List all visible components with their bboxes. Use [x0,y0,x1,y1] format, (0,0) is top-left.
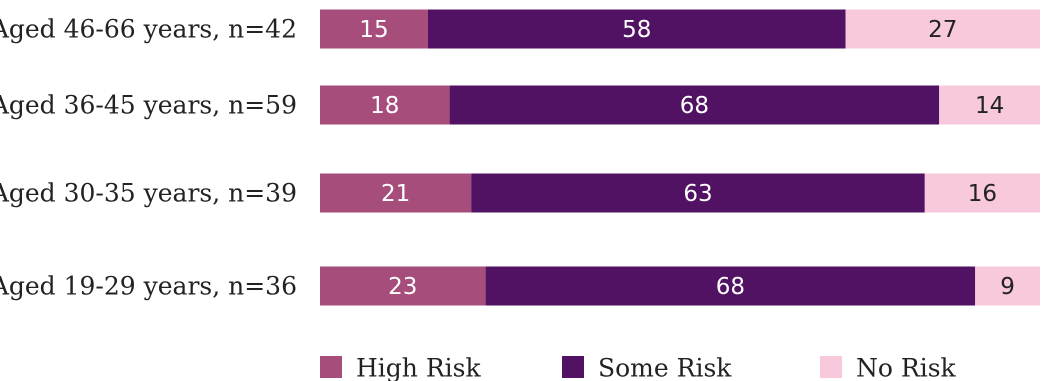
bar-segment-no-risk [975,266,1040,306]
data-label: 27 [928,17,957,43]
bar-row: Aged 19-29 years, n=36 23 68 9 [0,266,1040,306]
legend: High Risk Some Risk No Risk [320,354,957,381]
bar-segment-high-risk [320,173,472,213]
bar-segment-some-risk [471,173,925,213]
data-label: 14 [975,93,1004,119]
data-label: 58 [622,17,651,43]
data-label: 9 [1000,274,1015,300]
legend-swatch [320,356,342,378]
data-label: 63 [683,181,712,207]
bar-segment-high-risk [320,266,486,306]
legend-item: High Risk [320,354,481,381]
bar-row: Aged 46-66 years, n=42 15 58 27 [0,9,1040,49]
bar-row: Aged 30-35 years, n=39 21 63 16 [0,173,1040,213]
category-label: Aged 19-29 years, n=36 [0,272,297,301]
bar-segment-some-risk [428,9,846,49]
legend-label: Some Risk [598,354,732,381]
bar-segment-no-risk [939,85,1040,125]
bar-segment-no-risk [845,9,1040,49]
data-label: 16 [968,181,997,207]
data-label: 68 [680,93,709,119]
bar-segment-high-risk [320,85,450,125]
bar-row: Aged 36-45 years, n=59 18 68 14 [0,85,1040,125]
legend-label: High Risk [356,354,481,381]
data-label: 15 [359,17,388,43]
data-label: 68 [716,274,745,300]
bar-segment-some-risk [449,85,940,125]
data-label: 18 [370,93,399,119]
data-label: 21 [381,181,410,207]
bar-segment-high-risk [320,9,428,49]
legend-item: Some Risk [562,354,732,381]
bar-segment-some-risk [485,266,976,306]
category-label: Aged 30-35 years, n=39 [0,179,297,208]
bar-segment-no-risk [924,173,1040,213]
legend-label: No Risk [856,354,957,381]
legend-item: No Risk [820,354,957,381]
legend-swatch [562,356,584,378]
data-label: 23 [388,274,417,300]
category-label: Aged 46-66 years, n=42 [0,15,297,44]
category-label: Aged 36-45 years, n=59 [0,91,297,120]
legend-swatch [820,356,842,378]
